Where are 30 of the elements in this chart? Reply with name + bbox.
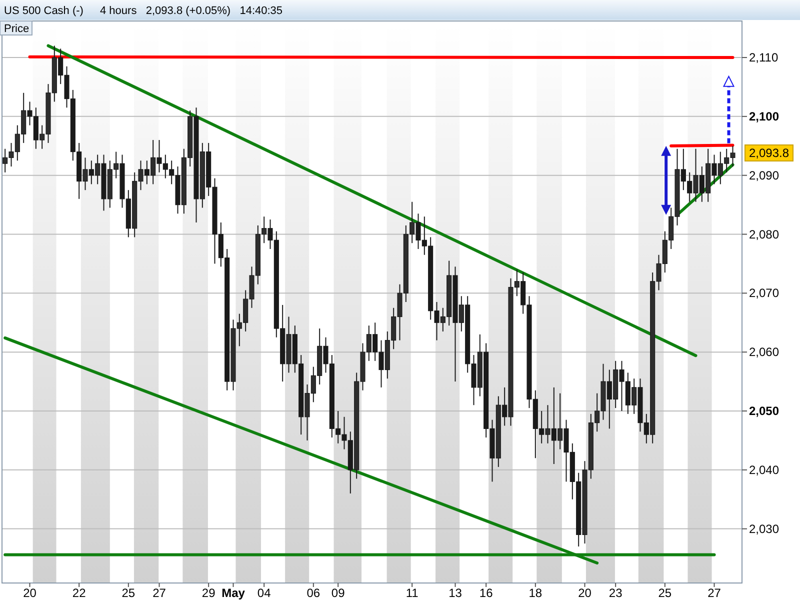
x-tick-label: 13: [448, 586, 462, 600]
chart-subtitle: 4 hours 2,093.8 (+0.05%) 14:40:35: [100, 5, 283, 17]
text: 2,093.8: [748, 146, 790, 160]
x-tick-label: 20: [578, 586, 592, 600]
x-tick-label: 25: [658, 586, 672, 600]
y-tick-label: 2,100: [749, 109, 780, 124]
y-axis-title: Price: [4, 23, 30, 35]
x-tick-label: 20: [23, 586, 37, 600]
y-tick-label: 2,060: [749, 345, 780, 360]
x-tick-label: 04: [257, 586, 272, 600]
x-tick-label: 25: [122, 586, 136, 600]
x-tick-label: 06: [306, 586, 320, 600]
x-tick-label: 27: [152, 586, 166, 600]
y-tick-label: 2,090: [749, 168, 780, 182]
x-tick-label: 27: [708, 586, 722, 600]
x-tick-label: 23: [608, 586, 623, 600]
x-tick-label: May: [222, 586, 246, 600]
y-tick-label: 2,110: [749, 50, 778, 65]
y-tick-label: 2,070: [749, 286, 780, 300]
x-tick-label: 09: [331, 586, 346, 600]
x-tick-label: 22: [72, 586, 86, 600]
y-tick-label: 2,040: [749, 462, 780, 477]
y-tick-label: 2,030: [749, 522, 780, 536]
x-tick-label: 16: [479, 586, 494, 600]
x-tick-label: 29: [202, 586, 216, 600]
y-tick-label: 2,080: [749, 227, 780, 242]
y-tick-label: 2,050: [749, 404, 780, 418]
chart-title: US 500 Cash (-): [4, 5, 84, 17]
x-tick-label: 18: [528, 586, 542, 600]
x-tick-label: 11: [406, 586, 419, 600]
